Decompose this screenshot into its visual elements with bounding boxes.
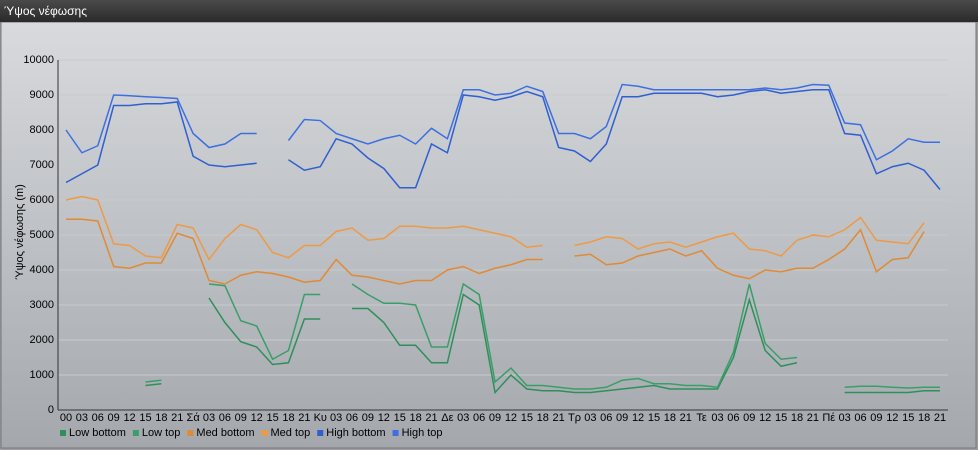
x-tick-label: 21: [934, 412, 946, 424]
x-tick-label: 12: [378, 412, 390, 424]
x-tick-label: 15: [902, 412, 914, 424]
x-tick-label: 12: [759, 412, 771, 424]
x-tick-label: 06: [219, 412, 231, 424]
x-tick-label: 18: [409, 412, 421, 424]
x-tick-label: 21: [298, 412, 310, 424]
legend-label: High top: [402, 427, 443, 439]
y-axis-title: Ύψος νέφωσης (m): [14, 184, 26, 280]
x-tick-label: 12: [632, 412, 644, 424]
x-tick-label: 03: [203, 412, 215, 424]
chart: Ύψος νέφωσης (m) 0 1000 2000 3000 4000 5000 60…: [0, 22, 977, 449]
x-tick-label: 09: [616, 412, 628, 424]
x-tick-label: Κυ: [314, 412, 327, 424]
x-tick-label: 03: [711, 412, 723, 424]
legend-label: High bottom: [326, 427, 385, 439]
x-tick-label: 06: [727, 412, 739, 424]
legend-label: Med bottom: [196, 427, 254, 439]
title-bar: Ύψος νέφωσης: [0, 0, 978, 22]
x-tick-label: 06: [600, 412, 612, 424]
x-tick-label: 18: [918, 412, 930, 424]
x-tick-label: 03: [457, 412, 469, 424]
x-tick-label: 09: [870, 412, 882, 424]
legend-swatch: [60, 430, 66, 436]
x-tick-label: 03: [584, 412, 596, 424]
series-line: [65, 83, 940, 161]
x-tick-label: 12: [123, 412, 135, 424]
y-tick-label: 0: [48, 404, 54, 416]
x-tick-label: 15: [266, 412, 278, 424]
x-tick-label: 18: [791, 412, 803, 424]
y-tick-label: 10000: [23, 54, 54, 66]
x-tick-label: 12: [505, 412, 517, 424]
x-tick-label: 06: [92, 412, 104, 424]
x-tick-label: Δε: [441, 412, 453, 424]
x-tick-label: 21: [807, 412, 819, 424]
y-tick-label: 9000: [30, 89, 54, 101]
x-tick-label: 00: [60, 412, 72, 424]
x-tick-label: 03: [76, 412, 88, 424]
x-tick-label: 03: [839, 412, 851, 424]
x-tick-label: 03: [330, 412, 342, 424]
x-tick-label: Πέ: [822, 412, 835, 424]
x-tick-label: Τρ: [568, 412, 581, 424]
y-tick-label: 3000: [30, 299, 54, 311]
x-tick-label: 21: [552, 412, 564, 424]
legend-swatch: [261, 430, 268, 436]
x-tick-label: 18: [537, 412, 549, 424]
series-line: [66, 218, 925, 285]
legend-label: Low top: [142, 427, 181, 439]
x-tick-label: 09: [108, 412, 120, 424]
x-tick-label: 18: [664, 412, 676, 424]
y-tick-label: 4000: [30, 264, 54, 276]
legend-swatch: [187, 430, 194, 436]
x-tick-label: 09: [362, 412, 374, 424]
legend-swatch: [392, 430, 399, 436]
x-tick-label: 15: [394, 412, 406, 424]
x-tick-label: 12: [886, 412, 898, 424]
x-tick-label: 15: [648, 412, 660, 424]
series-line: [145, 282, 940, 390]
x-tick-label: Σά: [187, 412, 201, 424]
y-tick-label: 1000: [30, 369, 54, 381]
x-tick-label: 18: [282, 412, 294, 424]
x-tick-label: 09: [743, 412, 755, 424]
y-tick-label: 2000: [30, 334, 54, 346]
x-tick-label: 21: [680, 412, 692, 424]
x-tick-label: 06: [473, 412, 485, 424]
legend-swatch: [132, 430, 139, 436]
x-tick-label: 15: [521, 412, 533, 424]
y-tick-label: 7000: [30, 159, 54, 171]
y-tick-label: 6000: [30, 194, 54, 206]
x-tick-label: 21: [425, 412, 437, 424]
x-tick-label: 15: [775, 412, 787, 424]
legend-label: Low bottom: [69, 427, 126, 439]
series-line: [65, 88, 941, 190]
window-title: Ύψος νέφωσης: [4, 4, 87, 18]
x-tick-label: 06: [854, 412, 866, 424]
y-tick-label: 5000: [30, 229, 54, 241]
series-line: [145, 293, 940, 395]
series-line: [65, 195, 925, 261]
x-tick-label: 21: [171, 412, 183, 424]
x-tick-label: 18: [155, 412, 167, 424]
legend-label: Med top: [271, 427, 311, 439]
x-tick-label: Τε: [696, 412, 707, 424]
x-tick-label: 15: [139, 412, 151, 424]
y-tick-label: 8000: [30, 124, 54, 136]
x-tick-label: 12: [251, 412, 263, 424]
x-tick-label: 06: [346, 412, 358, 424]
legend-swatch: [317, 430, 324, 436]
x-tick-label: 09: [235, 412, 247, 424]
x-tick-label: 09: [489, 412, 501, 424]
